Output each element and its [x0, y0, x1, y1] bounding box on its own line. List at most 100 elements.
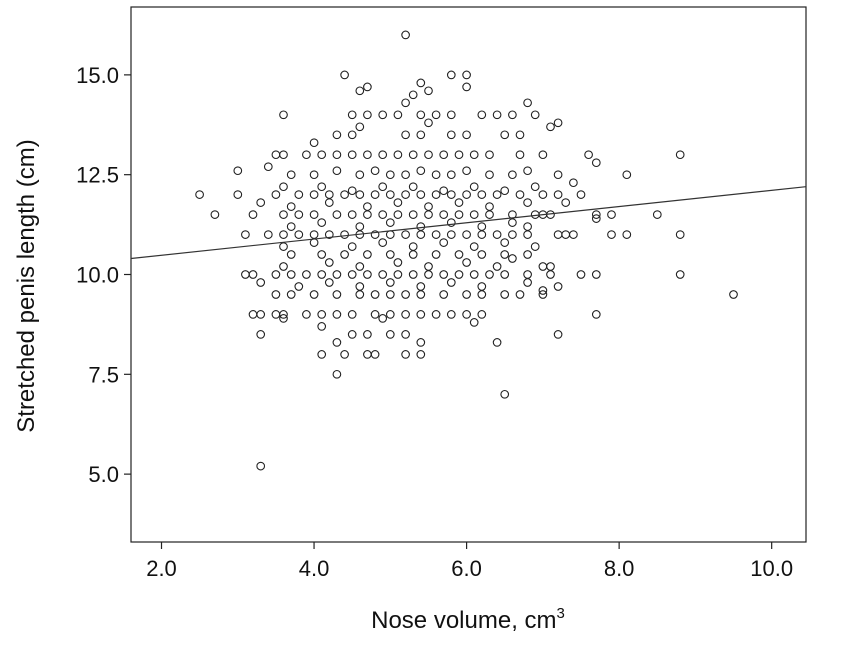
data-point — [591, 270, 601, 279]
data-point — [546, 270, 555, 279]
data-point — [622, 230, 632, 239]
data-point — [424, 150, 433, 160]
data-point — [370, 166, 380, 176]
data-point — [530, 110, 540, 120]
data-point — [363, 330, 372, 339]
data-point — [416, 190, 426, 199]
data-point — [363, 350, 372, 359]
data-point — [233, 190, 243, 199]
data-point — [347, 330, 357, 339]
data-point — [469, 270, 479, 279]
data-point — [729, 290, 738, 299]
data-point — [332, 130, 342, 140]
data-point — [446, 230, 456, 239]
data-point — [378, 210, 388, 219]
data-point — [424, 118, 433, 128]
data-point — [424, 210, 433, 219]
data-point — [424, 202, 433, 211]
data-point — [446, 310, 456, 319]
data-point — [347, 210, 357, 219]
data-point — [347, 130, 357, 140]
data-point — [416, 230, 426, 239]
data-point — [370, 290, 380, 299]
data-point — [500, 270, 510, 279]
data-point — [286, 222, 296, 231]
data-point — [355, 282, 365, 291]
data-point — [279, 262, 288, 271]
data-point — [469, 242, 479, 251]
data-point — [355, 170, 365, 180]
data-point — [393, 270, 403, 279]
data-point — [332, 338, 342, 347]
data-point — [462, 310, 471, 319]
data-point — [256, 198, 266, 207]
data-point — [591, 210, 601, 219]
data-point — [576, 190, 586, 199]
x-tick-label: 2.0 — [146, 556, 177, 581]
data-point — [340, 190, 349, 199]
data-point — [279, 150, 288, 160]
data-point — [347, 242, 357, 251]
data-point — [424, 270, 433, 279]
data-point — [508, 170, 517, 180]
y-tick-label: 5.0 — [88, 462, 119, 487]
data-point — [385, 230, 395, 239]
data-point — [515, 290, 525, 299]
data-point — [347, 270, 357, 279]
data-point — [477, 282, 487, 291]
data-point — [385, 290, 395, 299]
data-point — [462, 166, 471, 176]
data-point — [309, 138, 319, 148]
data-point — [401, 290, 410, 299]
plot-frame — [130, 6, 807, 543]
data-point — [492, 190, 502, 199]
data-point — [546, 122, 555, 132]
data-point — [241, 270, 250, 279]
data-point — [294, 282, 304, 291]
data-point — [279, 110, 288, 120]
data-point — [538, 150, 548, 160]
data-point — [508, 110, 517, 120]
data-point — [385, 170, 395, 180]
data-point — [248, 270, 258, 279]
data-point — [416, 166, 426, 176]
data-point — [286, 170, 296, 180]
data-point — [408, 210, 418, 219]
data-point — [477, 310, 487, 319]
x-tick-label: 4.0 — [299, 556, 330, 581]
data-point — [324, 278, 334, 287]
data-point — [286, 270, 296, 279]
data-point — [401, 230, 410, 239]
data-point — [446, 130, 456, 140]
data-point — [439, 238, 449, 247]
data-point — [607, 230, 616, 239]
data-point — [431, 230, 441, 239]
data-point — [355, 262, 365, 271]
data-point — [446, 190, 456, 199]
x-axis-label-text: Nose volume, cm — [371, 607, 556, 634]
data-point — [317, 322, 327, 331]
data-point — [492, 338, 502, 347]
data-point — [256, 330, 266, 339]
data-point — [424, 86, 433, 96]
x-axis-label-superscript: 3 — [557, 605, 565, 622]
data-point — [286, 290, 296, 299]
x-axis-label: Nose volume, cm3 — [371, 605, 565, 634]
data-point — [515, 150, 525, 160]
data-point — [523, 250, 532, 259]
data-point — [324, 190, 334, 199]
data-point — [279, 210, 288, 219]
data-point — [477, 110, 487, 120]
data-point — [393, 198, 403, 207]
data-point — [370, 190, 380, 199]
data-point — [553, 170, 563, 180]
data-point — [477, 230, 487, 239]
data-point — [469, 318, 479, 327]
data-point — [462, 130, 471, 140]
data-point — [317, 218, 327, 227]
data-point — [401, 310, 410, 319]
y-axis-ticks: 5.0 7.5 10.0 12.5 15.0 — [76, 63, 131, 487]
data-point — [523, 230, 532, 239]
data-point — [378, 238, 388, 247]
